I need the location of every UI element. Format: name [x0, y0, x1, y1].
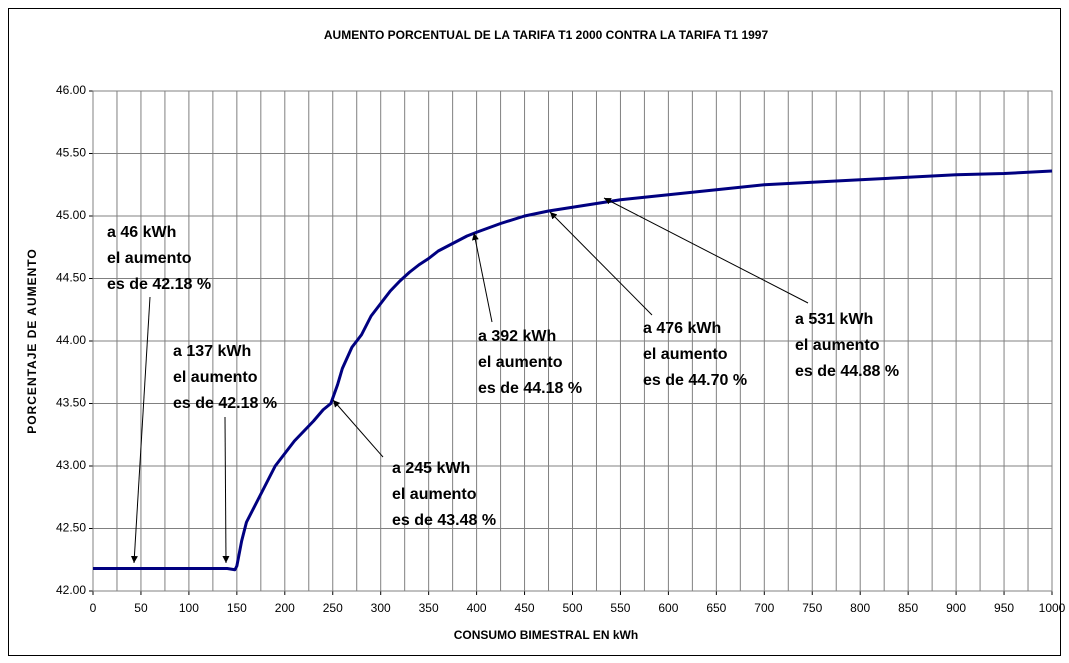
- x-tick-label: 400: [467, 601, 487, 615]
- annotation: el aumento: [392, 486, 477, 503]
- annotation: el aumento: [795, 337, 880, 354]
- annotation: a 392 kWh: [478, 328, 556, 345]
- annotation: a 531 kWh: [795, 311, 873, 328]
- x-tick-label: 850: [898, 601, 918, 615]
- annotation-arrow: [222, 416, 230, 564]
- y-tick-label: 44.50: [56, 271, 86, 285]
- x-tick-label: 900: [946, 601, 966, 615]
- frame: [8, 8, 1061, 656]
- x-tick-label: 250: [323, 601, 343, 615]
- annotation: el aumento: [478, 354, 563, 371]
- annotation: el aumento: [107, 250, 192, 267]
- x-tick-label: 150: [227, 601, 247, 615]
- annotation: el aumento: [173, 369, 258, 386]
- y-tick-label: 44.00: [56, 333, 86, 347]
- x-tick-label: 450: [515, 601, 535, 615]
- annotation: a 245 kWh: [392, 460, 470, 477]
- annotation-arrow: [471, 232, 493, 323]
- annotation-arrow: [603, 197, 809, 304]
- x-tick-label: 100: [179, 601, 199, 615]
- x-tick-label: 500: [562, 601, 582, 615]
- annotation: es de 44.70 %: [643, 372, 747, 389]
- x-axis-label: CONSUMO BIMESTRAL EN kWh: [454, 628, 638, 642]
- annotation: es de 42.18 %: [107, 276, 211, 293]
- x-tick-label: 950: [994, 601, 1014, 615]
- plot-border: [92, 90, 1053, 592]
- data-line: [93, 169, 1053, 572]
- x-tick-label: 200: [275, 601, 295, 615]
- annotation-arrow: [332, 399, 384, 458]
- x-tick-label: 550: [610, 601, 630, 615]
- y-tick-label: 43.00: [56, 458, 86, 472]
- x-tick-label: 800: [850, 601, 870, 615]
- x-tick-label: 350: [419, 601, 439, 615]
- annotation: a 476 kWh: [643, 320, 721, 337]
- annotation: es de 44.18 %: [478, 380, 582, 397]
- x-tick-label: 600: [658, 601, 678, 615]
- annotation: es de 44.88 %: [795, 363, 899, 380]
- annotation: es de 43.48 %: [392, 512, 496, 529]
- y-tick-label: 45.50: [56, 146, 86, 160]
- annotation-arrow: [549, 211, 653, 316]
- y-tick-label: 42.00: [56, 583, 86, 597]
- x-tick-label: 0: [90, 601, 97, 615]
- y-tick-label: 46.00: [56, 83, 86, 97]
- y-tick-label: 42.50: [56, 521, 86, 535]
- x-tick-label: 650: [706, 601, 726, 615]
- annotation-arrow: [130, 296, 151, 564]
- x-tick-label: 300: [371, 601, 391, 615]
- chart-title: AUMENTO PORCENTUAL DE LA TARIFA T1 2000 …: [324, 28, 769, 42]
- x-tick-label: 750: [802, 601, 822, 615]
- x-tick-label: 1000: [1039, 601, 1066, 615]
- annotation: es de 42.18 %: [173, 395, 277, 412]
- annotation: a 137 kWh: [173, 343, 251, 360]
- x-tick-label: 50: [134, 601, 148, 615]
- x-tick-label: 700: [754, 601, 774, 615]
- y-tick-label: 43.50: [56, 396, 86, 410]
- y-axis-label: PORCENTAJE DE AUMENTO: [25, 248, 39, 433]
- annotation: a 46 kWh: [107, 224, 176, 241]
- annotation: el aumento: [643, 346, 728, 363]
- y-tick-label: 45.00: [56, 208, 86, 222]
